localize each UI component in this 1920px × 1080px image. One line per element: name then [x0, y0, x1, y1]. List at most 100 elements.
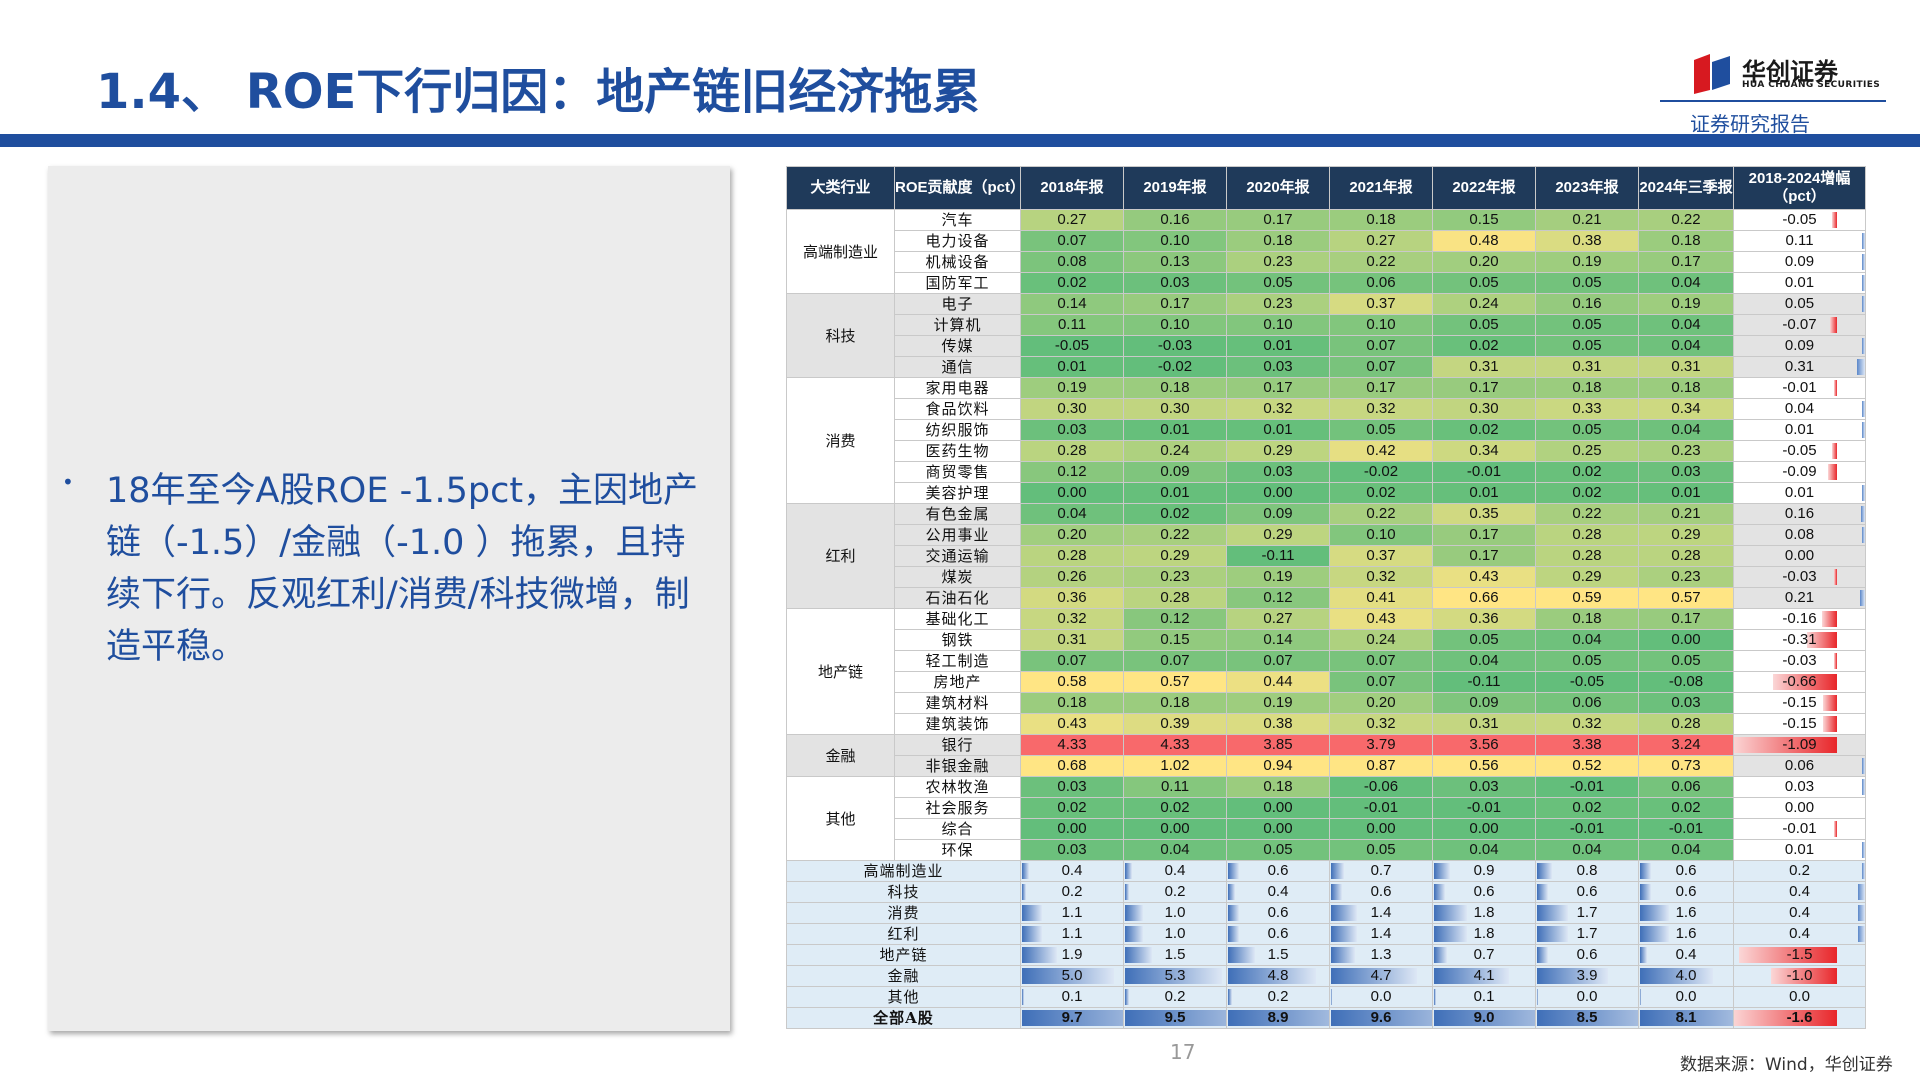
table-row: 医药生物 0.28 0.24 0.29 0.42 0.34 0.25 0.23 -0.05 — [787, 440, 1866, 462]
value-cell: 0.03 — [1432, 776, 1536, 798]
value-bar — [1022, 968, 1114, 984]
brand-name-cn: 华创证券 — [1742, 58, 1838, 86]
value-cell: 0.03 — [1638, 692, 1734, 714]
summary-name: 红利 — [786, 923, 1021, 945]
summary-value-cell: 9.6 — [1329, 1007, 1433, 1029]
value-cell: 0.10 — [1226, 314, 1330, 336]
value-bar — [1434, 926, 1467, 942]
summary-value-cell: 0.6 — [1432, 881, 1536, 903]
increase-bar — [1857, 359, 1865, 375]
summary-change-cell: -1.6 — [1733, 1007, 1866, 1029]
table-row: 地产链 基础化工 0.32 0.12 0.27 0.43 0.36 0.18 0.17 -0.16 — [786, 608, 1866, 735]
value-cell: 0.07 — [1123, 650, 1227, 672]
industry-cell: 基础化工 — [894, 608, 1021, 630]
increase-bar — [1862, 758, 1865, 774]
page-number: 17 — [1170, 1040, 1196, 1064]
value-bar — [1434, 905, 1467, 921]
header-2021: 2021年报 — [1329, 166, 1433, 210]
industry-cell: 美容护理 — [894, 482, 1021, 504]
value-cell: 0.73 — [1638, 755, 1734, 777]
value-cell: 0.14 — [1226, 629, 1330, 651]
value-cell: 0.10 — [1329, 524, 1433, 546]
change-cell: -0.07 — [1733, 314, 1866, 336]
increase-bar — [1858, 905, 1865, 921]
change-value: -0.01 — [1782, 379, 1817, 396]
change-value: 0.01 — [1784, 841, 1815, 858]
decrease-bar — [1832, 212, 1837, 228]
value-cell: 0.02 — [1432, 419, 1536, 441]
summary-value-cell: 0.9 — [1432, 860, 1536, 882]
value-cell: 0.43 — [1020, 713, 1124, 735]
value-bar — [1434, 968, 1510, 984]
value-cell: -0.05 — [1020, 335, 1124, 357]
value-cell: 0.25 — [1535, 440, 1639, 462]
value-cell: -0.01 — [1535, 776, 1639, 798]
industry-cell: 社会服务 — [894, 797, 1021, 819]
value-cell: 0.05 — [1329, 419, 1433, 441]
value-bar — [1434, 863, 1451, 879]
value-cell: 0.01 — [1226, 419, 1330, 441]
summary-value: 0.4 — [1061, 862, 1083, 879]
table-row: 商贸零售 0.12 0.09 0.03 -0.02 -0.01 0.02 0.03 -0.09 — [787, 461, 1866, 483]
summary-value-cell: 0.2 — [1020, 881, 1124, 903]
change-cell: -0.66 — [1733, 671, 1866, 693]
value-cell: 0.58 — [1020, 671, 1124, 693]
industry-cell: 电力设备 — [894, 230, 1021, 252]
industry-cell: 纺织服饰 — [894, 419, 1021, 441]
report-tag: 证券研究报告 — [1690, 112, 1810, 136]
value-bar — [1640, 863, 1651, 879]
change-cell: 0.09 — [1733, 251, 1866, 273]
value-cell: 0.05 — [1535, 335, 1639, 357]
value-cell: 0.02 — [1638, 797, 1734, 819]
value-cell: 0.06 — [1638, 776, 1734, 798]
change-value: 0.11 — [1785, 232, 1814, 249]
change-value: 0.4 — [1789, 883, 1810, 900]
summary-value: 5.3 — [1164, 967, 1186, 984]
value-cell: 0.48 — [1432, 230, 1536, 252]
value-cell: 0.87 — [1329, 755, 1433, 777]
value-cell: 0.32 — [1020, 608, 1124, 630]
change-cell: -0.03 — [1733, 650, 1866, 672]
value-bar — [1640, 926, 1670, 942]
industry-cell: 有色金属 — [894, 503, 1021, 525]
change-value: -1.6 — [1786, 1009, 1813, 1026]
value-bar — [1022, 947, 1057, 963]
value-cell: 0.37 — [1329, 545, 1433, 567]
table-row: 石油石化 0.36 0.28 0.12 0.41 0.66 0.59 0.57 0.21 — [787, 587, 1866, 609]
value-cell: 0.33 — [1535, 398, 1639, 420]
summary-value: 1.5 — [1164, 946, 1186, 963]
value-cell: 0.59 — [1535, 587, 1639, 609]
value-cell: 0.04 — [1638, 335, 1734, 357]
summary-change-cell: -1.0 — [1733, 965, 1866, 987]
value-cell: 0.03 — [1020, 776, 1124, 798]
summary-text: 18年至今A股ROE -1.5pct，主因地产链（-1.5）/金融（-1.0 ）… — [106, 471, 699, 667]
value-cell: 0.94 — [1226, 755, 1330, 777]
value-cell: 0.19 — [1226, 692, 1330, 714]
value-cell: 0.24 — [1329, 629, 1433, 651]
value-cell: -0.01 — [1329, 797, 1433, 819]
decrease-bar — [1834, 653, 1837, 669]
value-cell: 3.24 — [1638, 734, 1734, 756]
value-cell: 0.05 — [1432, 272, 1536, 294]
value-cell: 0.27 — [1020, 209, 1124, 231]
value-bar — [1331, 884, 1342, 900]
value-cell: 0.15 — [1432, 209, 1536, 231]
table-row: 电力设备 0.07 0.10 0.18 0.27 0.48 0.38 0.18 0.11 — [787, 230, 1866, 252]
table-row: 国防军工 0.02 0.03 0.05 0.06 0.05 0.05 0.04 0.01 — [787, 272, 1866, 294]
table-row: 社会服务 0.02 0.02 0.00 -0.01 -0.01 0.02 0.02 0.00 — [787, 797, 1866, 819]
summary-value-cell: 0.0 — [1638, 986, 1734, 1008]
industry-cell: 银行 — [894, 734, 1021, 756]
summary-value: 4.0 — [1675, 967, 1697, 984]
header-bar — [0, 134, 1920, 147]
change-cell: 0.00 — [1733, 797, 1866, 819]
summary-value-cell: 9.5 — [1123, 1007, 1227, 1029]
value-bar — [1640, 989, 1641, 1005]
value-cell: 0.14 — [1020, 293, 1124, 315]
summary-value: 1.0 — [1164, 904, 1186, 921]
change-value: 0.03 — [1784, 778, 1815, 795]
value-cell: 0.05 — [1638, 650, 1734, 672]
value-bar — [1228, 905, 1239, 921]
change-value: -0.16 — [1782, 610, 1817, 627]
value-cell: -0.11 — [1226, 545, 1330, 567]
value-cell: 0.04 — [1638, 314, 1734, 336]
